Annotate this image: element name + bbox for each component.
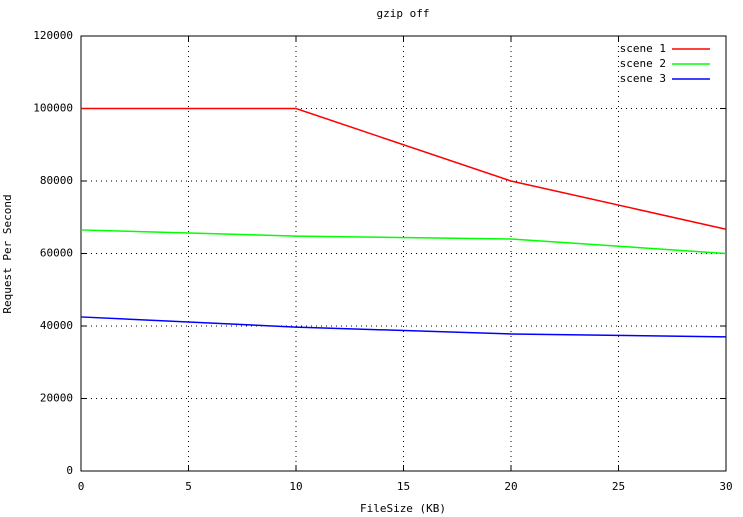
x-tick-label: 25 <box>612 480 625 493</box>
legend-label: scene 1 <box>620 42 666 55</box>
y-tick-label: 60000 <box>40 247 73 260</box>
x-tick-label: 15 <box>397 480 410 493</box>
y-axis-label: Request Per Second <box>1 194 14 313</box>
chart-title: gzip off <box>377 7 430 20</box>
legend-label: scene 2 <box>620 57 666 70</box>
y-tick-label: 100000 <box>33 102 73 115</box>
y-tick-label: 80000 <box>40 174 73 187</box>
x-tick-label: 10 <box>289 480 302 493</box>
y-tick-label: 20000 <box>40 392 73 405</box>
y-tick-label: 40000 <box>40 319 73 332</box>
legend-label: scene 3 <box>620 72 666 85</box>
x-tick-label: 20 <box>504 480 517 493</box>
x-tick-label: 0 <box>78 480 85 493</box>
x-tick-label: 5 <box>185 480 192 493</box>
series-line <box>80 229 727 255</box>
y-tick-label: 120000 <box>33 29 73 42</box>
series-line <box>81 107 727 230</box>
y-tick-label: 0 <box>66 464 73 477</box>
x-tick-label: 30 <box>719 480 732 493</box>
series-line <box>80 316 727 338</box>
x-axis-label: FileSize (KB) <box>360 502 446 515</box>
